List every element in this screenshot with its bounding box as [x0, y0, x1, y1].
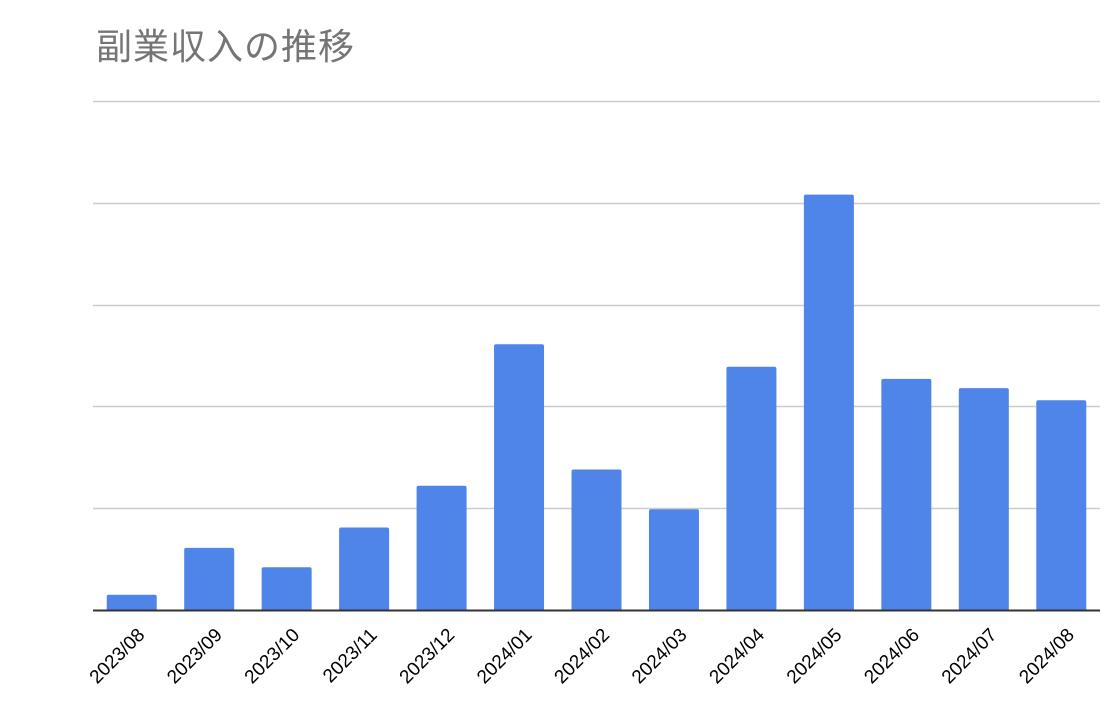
x-tick-label: 2023/10	[241, 625, 304, 688]
x-tick-label: 2024/06	[860, 625, 923, 688]
chart-title: 副業収入の推移	[96, 27, 356, 68]
x-tick-label: 2024/03	[628, 625, 691, 688]
bar-2024/04	[726, 366, 777, 610]
bar-2024/03	[648, 509, 699, 610]
x-tick-label: 2024/04	[706, 624, 770, 688]
bar-2024/07	[958, 388, 1009, 610]
bars	[106, 194, 1087, 610]
x-tick-label: 2024/07	[938, 625, 1001, 688]
x-tick-label: 2024/02	[551, 625, 614, 688]
x-tick-label: 2023/12	[396, 625, 459, 688]
bar-2023/09	[184, 547, 235, 610]
x-tick-label: 2024/01	[473, 625, 536, 688]
bar-2023/11	[339, 527, 390, 610]
bar-2023/10	[261, 567, 312, 610]
bar-2024/05	[803, 194, 854, 610]
bar-2023/08	[106, 594, 157, 610]
x-tick-label: 2023/09	[163, 625, 226, 688]
bar-2023/12	[416, 485, 467, 610]
x-tick-labels: 2023/08 2023/09 2023/10 2023/11 2023/12 2024/…	[86, 624, 1079, 688]
bar-2024/01	[494, 344, 545, 610]
x-tick-label: 2023/11	[319, 625, 381, 687]
bar-2024/02	[571, 469, 622, 610]
gridlines	[93, 100, 1100, 510]
x-tick-label: 2023/08	[86, 625, 149, 688]
x-tick-label: 2024/05	[783, 625, 846, 688]
x-tick-label: 2024/08	[1015, 625, 1078, 688]
bar-2024/08	[1036, 400, 1087, 610]
bar-2024/06	[881, 378, 932, 610]
